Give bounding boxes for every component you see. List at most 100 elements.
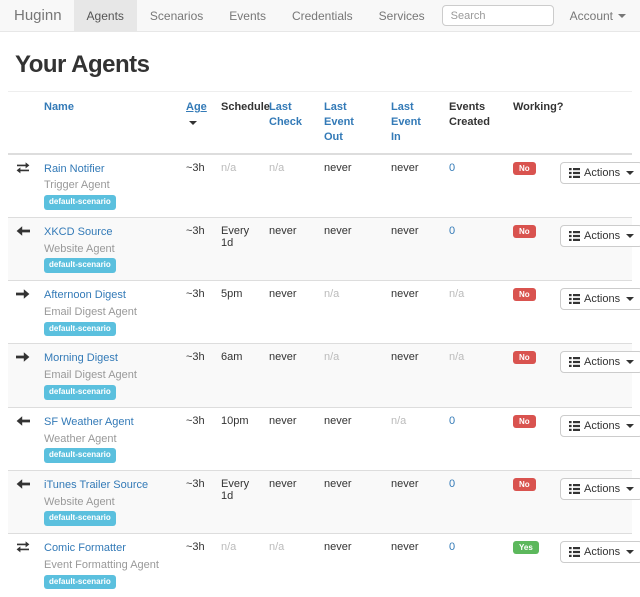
agent-name-link[interactable]: SF Weather Agent	[44, 415, 134, 428]
working-badge: No	[513, 224, 536, 238]
last-check-cell: never	[261, 469, 316, 534]
arrow-right-icon	[16, 351, 31, 363]
events-created-link[interactable]: 0	[449, 414, 456, 427]
last-event-out-cell: n/a	[316, 343, 383, 408]
age-cell: ~3h	[178, 406, 213, 471]
actions-button-label: Actions	[584, 356, 621, 369]
sort-name-link[interactable]: Name	[44, 101, 74, 113]
list-icon	[569, 547, 580, 558]
arrow-left-icon	[16, 225, 31, 237]
header-events-created-label: Events Created	[449, 101, 490, 128]
working-cell: No	[505, 469, 552, 534]
actions-dropdown-button[interactable]: Actions	[560, 477, 640, 500]
scenario-badge[interactable]: default-scenario	[44, 321, 116, 337]
actions-dropdown-button[interactable]: Actions	[560, 414, 640, 437]
last-event-out-cell: never	[316, 533, 383, 597]
agent-type-label: Event Formatting Agent	[44, 559, 159, 572]
table-header-row: Name Age Schedule Last Check Last Event …	[8, 92, 632, 155]
working-cell: No	[505, 280, 552, 344]
schedule-cell: 10pm	[213, 406, 261, 471]
sort-last-event-in-link[interactable]: Last Event In	[391, 101, 421, 143]
arrow-right-icon	[16, 288, 31, 300]
actions-button-label: Actions	[584, 229, 621, 242]
working-cell: No	[505, 343, 552, 408]
agent-name-link[interactable]: Afternoon Digest	[44, 289, 126, 302]
events-created-link[interactable]: 0	[449, 224, 456, 237]
account-menu[interactable]: Account	[554, 9, 640, 23]
last-event-in-cell: never	[383, 280, 441, 344]
events-created-link[interactable]: 0	[449, 161, 456, 174]
chevron-down-icon	[626, 297, 635, 302]
events-created-link[interactable]: 0	[449, 477, 456, 490]
actions-button-label: Actions	[584, 546, 621, 559]
scenario-badge[interactable]: default-scenario	[44, 574, 116, 590]
scenario-badge[interactable]: default-scenario	[44, 194, 116, 210]
header-age: Age	[178, 92, 213, 155]
actions-button-label: Actions	[584, 482, 621, 495]
scenario-badge[interactable]: default-scenario	[44, 511, 116, 527]
arrow-left-icon	[16, 415, 31, 427]
nav-item-scenarios[interactable]: Scenarios	[149, 8, 204, 23]
nav-item-services[interactable]: Services	[378, 8, 425, 23]
sort-desc-icon	[189, 120, 197, 125]
top-navbar: Huginn Agents Scenarios Events Credentials S…	[0, 0, 640, 32]
working-badge: Yes	[513, 541, 539, 555]
nav-item-agents[interactable]: Agents	[73, 0, 137, 31]
working-cell: No	[505, 216, 552, 281]
scenario-badge[interactable]: default-scenario	[44, 448, 116, 463]
sort-age-link[interactable]: Age	[186, 101, 207, 113]
sort-last-event-out-link[interactable]: Last Event Out	[324, 101, 354, 143]
brand-logo[interactable]: Huginn	[14, 7, 62, 24]
list-icon	[569, 420, 580, 431]
events-created-cell: 0	[441, 406, 505, 471]
agent-name-link[interactable]: XKCD Source	[44, 225, 113, 238]
last-check-cell: never	[261, 216, 316, 281]
nav-item-credentials[interactable]: Credentials	[291, 8, 353, 23]
schedule-cell: Every 1d	[213, 216, 261, 281]
chevron-down-icon	[626, 360, 635, 365]
arrow-left-icon	[16, 478, 31, 490]
events-created-cell: n/a	[441, 280, 505, 344]
scenario-badge[interactable]: default-scenario	[44, 384, 116, 400]
actions-dropdown-button[interactable]: Actions	[560, 351, 640, 374]
agent-name-link[interactable]: Morning Digest	[44, 352, 118, 365]
age-cell: ~3h	[178, 216, 213, 281]
sort-last-check-link[interactable]: Last Check	[269, 101, 303, 128]
search-input[interactable]	[441, 5, 554, 26]
events-created-link[interactable]: 0	[449, 541, 456, 554]
actions-dropdown-button[interactable]: Actions	[560, 224, 640, 247]
chevron-down-icon	[626, 233, 635, 238]
nav-item-events[interactable]: Events	[229, 8, 266, 23]
header-schedule-label: Schedule	[221, 101, 270, 113]
working-badge: No	[513, 288, 536, 302]
last-event-out-cell: never	[316, 406, 383, 471]
actions-button-label: Actions	[584, 166, 621, 179]
chevron-down-icon	[626, 170, 635, 175]
agent-name-link[interactable]: Comic Formatter	[44, 542, 126, 555]
scenario-badge[interactable]: default-scenario	[44, 258, 116, 274]
age-cell: ~3h	[178, 280, 213, 344]
actions-dropdown-button[interactable]: Actions	[560, 161, 640, 184]
table-row: Morning Digest Email Digest Agent default…	[8, 343, 640, 408]
agent-name-link[interactable]: Rain Notifier	[44, 162, 105, 175]
table-row: SF Weather Agent Weather Agent default-sc…	[8, 406, 640, 471]
actions-button-label: Actions	[584, 419, 621, 432]
last-event-out-cell: never	[316, 153, 383, 218]
schedule-cell: 6am	[213, 343, 261, 408]
agent-type-label: Website Agent	[44, 495, 115, 508]
header-working-label: Working?	[513, 101, 564, 113]
agent-name-link[interactable]: iTunes Trailer Source	[44, 478, 149, 491]
chevron-down-icon	[626, 423, 635, 428]
age-cell: ~3h	[178, 469, 213, 534]
actions-dropdown-button[interactable]: Actions	[560, 541, 640, 564]
last-event-out-cell: never	[316, 469, 383, 534]
last-check-cell: n/a	[261, 533, 316, 597]
last-event-out-cell: n/a	[316, 280, 383, 344]
actions-dropdown-button[interactable]: Actions	[560, 288, 640, 311]
list-icon	[569, 357, 580, 368]
events-created-cell: 0	[441, 533, 505, 597]
last-check-cell: never	[261, 343, 316, 408]
schedule-cell: n/a	[213, 153, 261, 218]
main-nav: Agents Scenarios Events Credentials Services	[73, 0, 438, 31]
last-check-cell: n/a	[261, 153, 316, 218]
